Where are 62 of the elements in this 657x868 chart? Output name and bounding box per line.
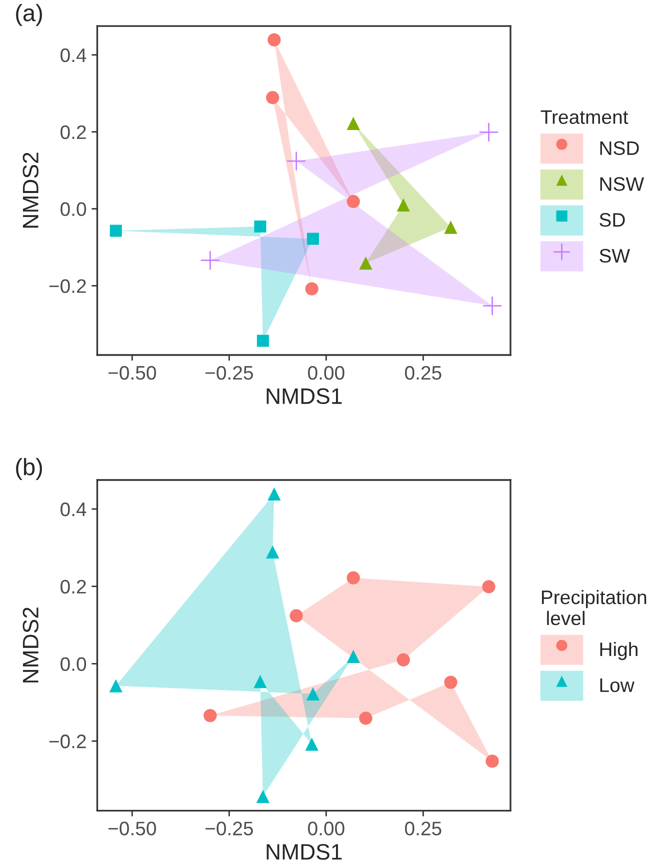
- point: [346, 571, 360, 584]
- point: [266, 91, 280, 104]
- legend-label: SD: [600, 213, 625, 227]
- point: [254, 220, 266, 233]
- point: [204, 708, 217, 722]
- legend-label: NSD: [600, 141, 639, 156]
- chart-title: (b): [16, 458, 42, 480]
- x-tick-label: −0.50: [108, 822, 156, 836]
- y-tick-label: 0.2: [60, 125, 86, 140]
- point: [200, 250, 220, 270]
- x-axis-title: NMDS1: [266, 844, 342, 860]
- y-axis-title: NMDS2: [22, 608, 38, 682]
- point: [478, 122, 499, 142]
- point: [254, 674, 267, 688]
- legend-label: NSW: [600, 177, 644, 191]
- y-tick-label: 0.2: [60, 580, 86, 594]
- point: [396, 198, 410, 212]
- point: [305, 738, 318, 751]
- point: [486, 754, 499, 768]
- x-tick-label: 0.00: [308, 366, 344, 380]
- legend-label: Low: [600, 678, 634, 692]
- x-tick-label: 0.25: [405, 366, 442, 380]
- point: [482, 580, 496, 594]
- y-tick-label: −0.2: [49, 734, 86, 748]
- point: [266, 545, 280, 559]
- point: [305, 282, 318, 296]
- y-tick-label: 0.4: [60, 502, 86, 516]
- point: [109, 679, 122, 692]
- legend-title: Treatment: [540, 110, 628, 124]
- point: [306, 687, 320, 700]
- point: [444, 220, 458, 234]
- x-tick-label: −0.25: [206, 822, 253, 836]
- x-tick-label: −0.25: [206, 366, 253, 380]
- y-tick-label: 0.0: [60, 202, 86, 216]
- y-tick-label: 0.4: [60, 48, 86, 62]
- x-axis-title: NMDS1: [266, 388, 342, 404]
- point: [346, 650, 360, 663]
- point: [268, 487, 281, 501]
- point: [286, 151, 306, 172]
- point: [290, 609, 303, 622]
- legend-label: SW: [600, 248, 630, 263]
- point: [256, 790, 270, 803]
- y-tick-label: 0.0: [60, 657, 86, 671]
- point: [359, 256, 372, 270]
- point: [444, 676, 458, 689]
- point: [359, 712, 372, 725]
- y-axis-title: NMDS2: [22, 152, 38, 228]
- x-tick-label: 0.00: [308, 822, 344, 836]
- x-tick-label: −0.50: [108, 366, 156, 380]
- chart-title: (a): [16, 4, 42, 26]
- point: [306, 232, 319, 245]
- y-tick-label: −0.2: [49, 279, 86, 293]
- point: [256, 334, 269, 347]
- point: [346, 194, 360, 208]
- legend-title: Precipitation level: [542, 590, 646, 626]
- x-tick-label: 0.25: [405, 822, 442, 836]
- point: [268, 33, 281, 46]
- point: [482, 296, 502, 316]
- point: [110, 224, 122, 237]
- point: [396, 653, 410, 666]
- legend-label: High: [600, 642, 638, 660]
- point: [346, 116, 360, 130]
